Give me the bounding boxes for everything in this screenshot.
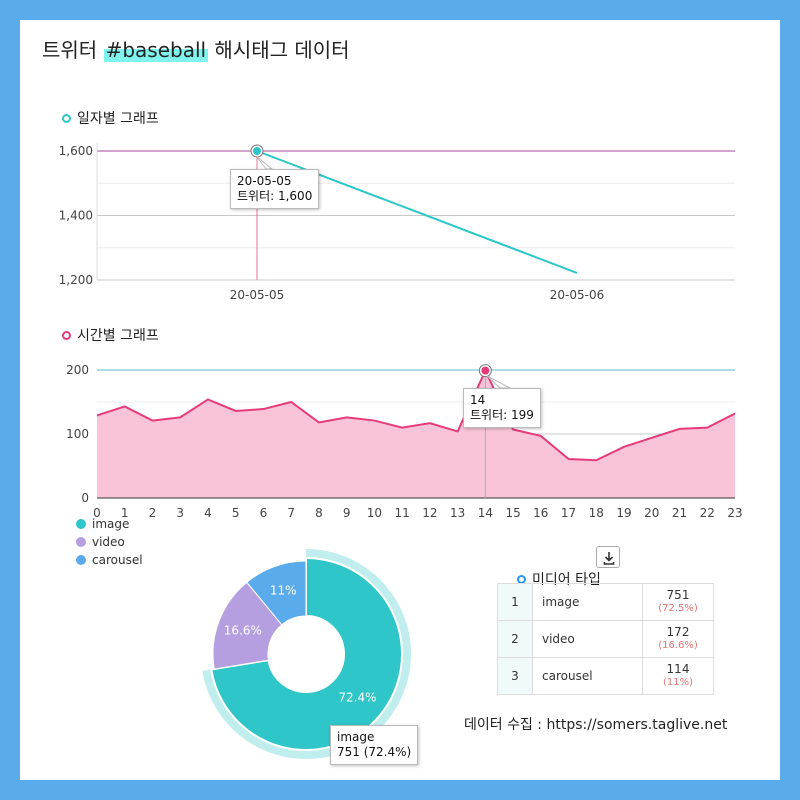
title-suffix: 해시태그 데이터 (208, 38, 350, 62)
y-tick-label: 100 (66, 427, 89, 441)
row-count: 172 (666, 625, 690, 639)
x-tick-label: 16 (533, 506, 548, 520)
table-row: 1 image 751 (72.5%) (497, 583, 714, 621)
y-tick-label: 1,400 (59, 209, 93, 223)
pie-slice-label: 16.6% (224, 623, 262, 637)
legend-item-carousel[interactable]: carousel (76, 551, 143, 569)
daily-section-label: 일자별 그래프 (62, 108, 159, 128)
row-value: 114 (11%) (642, 657, 714, 695)
title-prefix: 트위터 (42, 38, 104, 62)
x-tick-label: 1 (121, 506, 129, 520)
data-source: 데이터 수집 : https://somers.taglive.net (464, 717, 728, 733)
pie-tooltip-name: image (337, 730, 375, 744)
x-tick-label: 20 (644, 506, 659, 520)
download-icon (603, 552, 615, 565)
legend-swatch-image (76, 519, 86, 529)
pie-tooltip: image 751 (72.4%) (330, 725, 419, 765)
daily-tooltip-pointer (256, 156, 274, 170)
pie-chart: 72.4% 16.6% 11% (202, 549, 411, 760)
x-tick-label: 6 (260, 506, 268, 520)
x-tick-label: 13 (450, 506, 465, 520)
x-tick-label: 11 (394, 506, 409, 520)
row-index: 1 (497, 583, 533, 621)
y-tick-label: 0 (81, 491, 89, 505)
daily-point (253, 147, 261, 155)
x-tick-label: 19 (616, 506, 631, 520)
pie-slice-label: 72.4% (338, 691, 376, 705)
legend-label-carousel: carousel (92, 553, 143, 567)
x-tick-label: 2 (149, 506, 157, 520)
daily-label-text: 일자별 그래프 (77, 111, 159, 127)
x-tick-label: 17 (561, 506, 576, 520)
x-tick-label: 20-05-06 (550, 288, 604, 302)
y-tick-label: 200 (66, 363, 89, 377)
row-value: 751 (72.5%) (642, 583, 714, 621)
pie-tooltip-value: 751 (72.4%) (337, 745, 412, 759)
x-tick-label: 12 (422, 506, 437, 520)
hourly-label-text: 시간별 그래프 (77, 328, 159, 344)
download-button[interactable] (596, 546, 620, 568)
x-tick-label: 9 (343, 506, 351, 520)
row-name: video (532, 620, 643, 658)
x-tick-label: 18 (589, 506, 604, 520)
daily-chart: 1,200 1,400 1,600 20-05-05 20-05-06 (59, 143, 735, 302)
row-count: 114 (666, 662, 690, 676)
hourly-series-line (96, 368, 736, 462)
hourly-tooltip: 14 트위터: 199 (463, 388, 541, 428)
x-tick-label: 0 (93, 506, 101, 520)
legend-swatch-video (76, 537, 86, 547)
pie-slice-image (210, 556, 403, 751)
x-tick-label: 7 (287, 506, 295, 520)
x-tick-label: 8 (315, 506, 323, 520)
row-count: 751 (666, 588, 690, 602)
hourly-tooltip-value: 트위터: 199 (470, 408, 534, 422)
x-tick-label: 4 (204, 506, 212, 520)
x-tick-label: 20-05-05 (230, 288, 284, 302)
x-tick-label: 15 (505, 506, 520, 520)
hourly-area (97, 370, 735, 498)
table-row: 3 carousel 114 (11%) (497, 657, 714, 695)
row-percent: (11%) (662, 677, 694, 688)
pie-slice-label: 11% (270, 583, 297, 597)
daily-tooltip-value: 트위터: 1,600 (237, 189, 313, 203)
row-index: 3 (497, 657, 533, 695)
title-hashtag: #baseball (103, 38, 209, 62)
legend-swatch-carousel (76, 555, 86, 565)
teal-dot-icon (62, 113, 71, 123)
x-tick-label: 23 (727, 506, 742, 520)
daily-tooltip-date: 20-05-05 (237, 174, 292, 188)
x-tick-label: 14 (478, 506, 493, 520)
media-table: 1 image 751 (72.5%) 2 video 172 (16.6%) 3 carouse… (497, 583, 714, 695)
x-tick-label: 10 (367, 506, 382, 520)
hourly-section-label: 시간별 그래프 (62, 325, 159, 345)
legend-label-video: video (92, 535, 125, 549)
x-tick-label: 22 (700, 506, 715, 520)
page-title: 트위터 #baseball 해시태그 데이터 (42, 34, 350, 63)
daily-tooltip: 20-05-05 트위터: 1,600 (230, 169, 320, 209)
hourly-point (481, 366, 490, 375)
table-row: 2 video 172 (16.6%) (497, 620, 714, 658)
y-tick-label: 1,200 (59, 273, 93, 287)
blue-dot-icon (517, 574, 526, 584)
x-tick-label: 21 (672, 506, 687, 520)
pie-legend: image video carousel (76, 515, 143, 569)
legend-item-video[interactable]: video (76, 533, 143, 551)
pie-slice-carousel (246, 560, 307, 626)
row-name: image (532, 583, 643, 621)
row-index: 2 (497, 620, 533, 658)
legend-item-image[interactable]: image (76, 515, 143, 533)
y-tick-label: 1,600 (59, 144, 93, 158)
row-name: carousel (532, 657, 643, 695)
row-percent: (16.6%) (658, 640, 698, 651)
x-tick-label: 3 (176, 506, 184, 520)
row-percent: (72.5%) (658, 603, 698, 614)
hourly-tooltip-hour: 14 (470, 393, 486, 407)
pink-dot-icon (62, 330, 71, 340)
row-value: 172 (16.6%) (642, 620, 714, 658)
legend-label-image: image (92, 517, 130, 531)
x-tick-label: 5 (232, 506, 240, 520)
